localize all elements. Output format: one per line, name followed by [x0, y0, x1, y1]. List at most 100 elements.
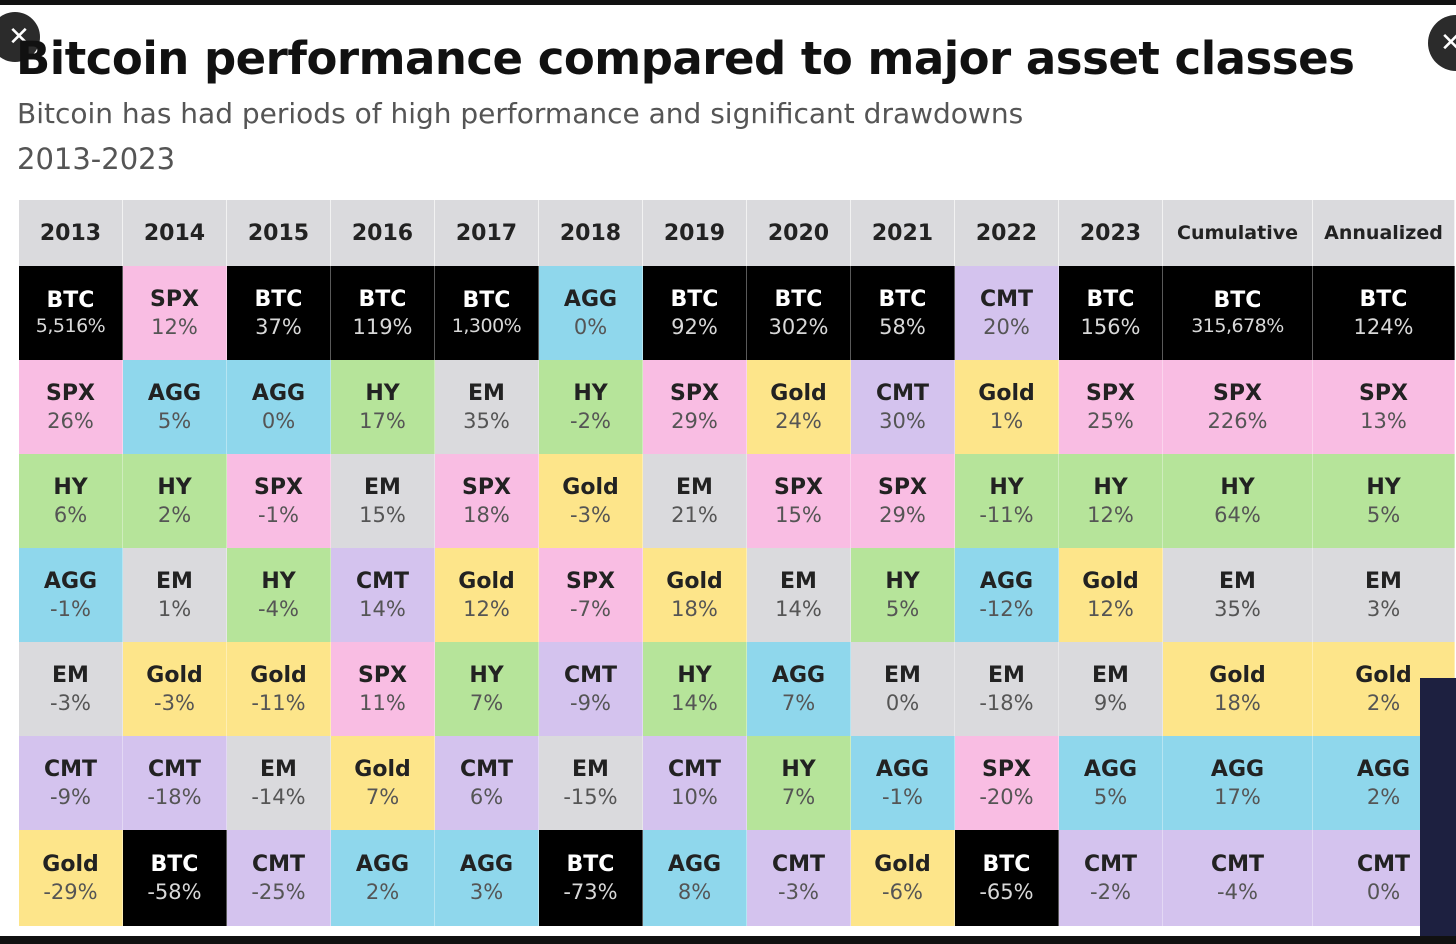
- table-cell: BTC 156%: [1059, 266, 1163, 360]
- return-value: 17%: [1214, 784, 1261, 809]
- table-cell: SPX 29%: [643, 360, 747, 454]
- close-icon[interactable]: ✕: [0, 12, 40, 62]
- table-cell: HY -11%: [955, 454, 1059, 548]
- return-value: 14%: [671, 690, 718, 715]
- table-cell: CMT 6%: [435, 736, 539, 830]
- asset-label: Gold: [978, 381, 1035, 407]
- table-cell: HY 5%: [851, 548, 955, 642]
- asset-label: SPX: [982, 757, 1031, 783]
- table-cell: CMT -18%: [123, 736, 227, 830]
- table-cell: HY -4%: [227, 548, 331, 642]
- return-value: 29%: [671, 408, 718, 433]
- column-header: 2021: [851, 200, 955, 266]
- asset-label: EM: [156, 569, 193, 595]
- table-cell: AGG 0%: [539, 266, 643, 360]
- table-cell: Gold 12%: [435, 548, 539, 642]
- asset-label: EM: [884, 663, 921, 689]
- return-value: 3%: [469, 879, 504, 904]
- bottom-rule: [0, 936, 1456, 944]
- return-value: -20%: [979, 784, 1034, 809]
- return-value: 1%: [157, 596, 192, 621]
- table-cell: BTC -73%: [539, 830, 643, 926]
- return-value: -3%: [778, 879, 819, 904]
- return-value: 124%: [1353, 314, 1414, 339]
- table-cell: SPX 26%: [19, 360, 123, 454]
- return-value: -3%: [570, 502, 611, 527]
- return-value: -58%: [147, 879, 202, 904]
- asset-label: CMT: [147, 757, 202, 783]
- table-cell: CMT -2%: [1059, 830, 1163, 926]
- return-value: 18%: [463, 502, 510, 527]
- asset-label: AGG: [667, 852, 722, 878]
- asset-label: Gold: [1082, 569, 1139, 595]
- return-value: -25%: [251, 879, 306, 904]
- return-value: -3%: [50, 690, 91, 715]
- performance-table: 2013 2014 2015 2016 2017 2018 2019 2020 2021 2022…: [19, 200, 1456, 926]
- asset-label: HY: [573, 381, 608, 407]
- asset-label: SPX: [670, 381, 719, 407]
- asset-label: EM: [1092, 663, 1129, 689]
- table-cell: SPX 15%: [747, 454, 851, 548]
- asset-label: BTC: [982, 852, 1031, 878]
- asset-label: EM: [468, 381, 505, 407]
- return-value: 0%: [261, 408, 296, 433]
- asset-label: CMT: [563, 663, 618, 689]
- asset-label: BTC: [358, 287, 407, 313]
- column-header: 2014: [123, 200, 227, 266]
- table-cell: EM 3%: [1313, 548, 1455, 642]
- asset-label: CMT: [1356, 852, 1411, 878]
- column-header: 2018: [539, 200, 643, 266]
- table-cell: BTC 315,678%: [1163, 266, 1313, 360]
- return-value: 25%: [1087, 408, 1134, 433]
- asset-label: AGG: [43, 569, 98, 595]
- column-header: Annualized: [1313, 200, 1455, 266]
- return-value: 64%: [1214, 502, 1261, 527]
- table-cell: CMT 30%: [851, 360, 955, 454]
- table-cell: EM 14%: [747, 548, 851, 642]
- table-cell: BTC -58%: [123, 830, 227, 926]
- return-value: 14%: [775, 596, 822, 621]
- table-cell: AGG 2%: [331, 830, 435, 926]
- table-cell: Gold -6%: [851, 830, 955, 926]
- asset-label: CMT: [979, 287, 1034, 313]
- asset-label: SPX: [774, 475, 823, 501]
- return-value: -4%: [258, 596, 299, 621]
- table-cell: EM 21%: [643, 454, 747, 548]
- table-cell: AGG -1%: [851, 736, 955, 830]
- return-value: 1,300%: [451, 314, 522, 337]
- asset-label: AGG: [1356, 757, 1411, 783]
- table-cell: HY -2%: [539, 360, 643, 454]
- table-cell: Gold 7%: [331, 736, 435, 830]
- close-icon-right[interactable]: ✕: [1428, 15, 1456, 71]
- chart-title: Bitcoin performance compared to major as…: [16, 32, 1355, 85]
- asset-label: BTC: [1359, 287, 1408, 313]
- table-cell: AGG 8%: [643, 830, 747, 926]
- asset-label: SPX: [1086, 381, 1135, 407]
- table-cell: SPX 12%: [123, 266, 227, 360]
- return-value: 92%: [671, 314, 718, 339]
- return-value: 7%: [469, 690, 504, 715]
- asset-label: Gold: [458, 569, 515, 595]
- return-value: 5,516%: [35, 314, 106, 337]
- table-cell: BTC 5,516%: [19, 266, 123, 360]
- table-cell: HY 7%: [435, 642, 539, 736]
- asset-label: AGG: [771, 663, 826, 689]
- asset-label: SPX: [566, 569, 615, 595]
- return-value: 5%: [1093, 784, 1128, 809]
- asset-label: BTC: [878, 287, 927, 313]
- asset-label: BTC: [566, 852, 615, 878]
- column-header: 2013: [19, 200, 123, 266]
- asset-label: HY: [53, 475, 88, 501]
- asset-label: HY: [157, 475, 192, 501]
- table-cell: Gold 18%: [643, 548, 747, 642]
- asset-label: BTC: [150, 852, 199, 878]
- asset-label: CMT: [459, 757, 514, 783]
- table-cell: Gold 2%: [1313, 642, 1455, 736]
- table-cell: Gold 1%: [955, 360, 1059, 454]
- return-value: -12%: [979, 596, 1034, 621]
- return-value: 226%: [1207, 408, 1268, 433]
- return-value: 5%: [885, 596, 920, 621]
- return-value: 6%: [469, 784, 504, 809]
- asset-label: AGG: [147, 381, 202, 407]
- return-value: -7%: [570, 596, 611, 621]
